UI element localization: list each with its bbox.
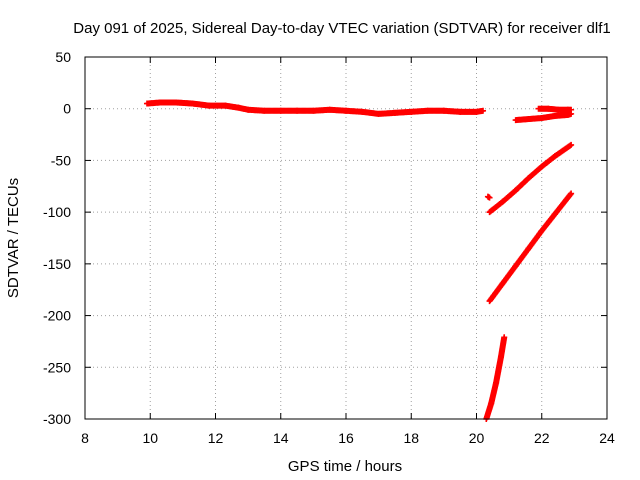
y-tick-label: -300 (43, 411, 71, 427)
data-point (568, 141, 575, 148)
y-tick-label: -100 (43, 204, 71, 220)
y-tick-label: -50 (51, 152, 71, 168)
x-tick-label: 10 (142, 430, 158, 446)
x-tick-label: 22 (534, 430, 550, 446)
y-tick-label: 0 (63, 101, 71, 117)
x-tick-label: 24 (599, 430, 615, 446)
grid (85, 57, 607, 419)
y-tick-label: -150 (43, 256, 71, 272)
x-tick-label: 16 (338, 430, 354, 446)
data-point (568, 106, 575, 113)
x-axis-label: GPS time / hours (288, 458, 402, 475)
y-tick-label: -200 (43, 308, 71, 324)
y-tick-label: 50 (55, 49, 71, 65)
data-points (143, 99, 575, 422)
axis-ticks: 8 10 12 14 16 18 20 22 24 50 0 -50 -100 -150 -200 -250 -… (43, 49, 615, 446)
data-point (568, 190, 575, 197)
y-tick-label: -250 (43, 359, 71, 375)
x-tick-label: 12 (208, 430, 224, 446)
x-tick-label: 14 (273, 430, 289, 446)
chart-title: Day 091 of 2025, Sidereal Day-to-day VTE… (73, 20, 610, 37)
x-tick-label: 20 (469, 430, 485, 446)
y-axis-label: SDTVAR / TECUs (5, 178, 22, 298)
data-point (501, 334, 508, 341)
data-point (486, 194, 493, 201)
x-tick-label: 8 (81, 430, 89, 446)
data-point (480, 107, 487, 114)
x-tick-label: 18 (403, 430, 419, 446)
